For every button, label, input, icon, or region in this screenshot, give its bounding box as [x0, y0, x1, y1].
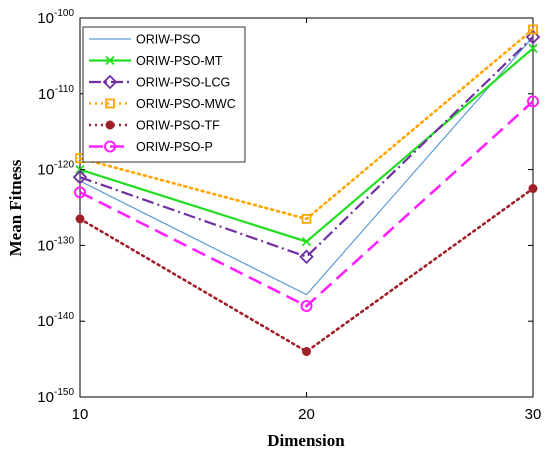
data-point [301, 213, 312, 224]
legend-label: ORIW-PSO-P [136, 140, 213, 154]
data-point [299, 249, 314, 265]
legend: ORIW-PSO ORIW-PSO-MT ORIW-PSO-LCG ORIW-PSO-… [82, 26, 246, 163]
legend-marker [104, 140, 116, 153]
series-line [79, 36, 534, 259]
y-axis-title: Mean Fitness [6, 159, 25, 256]
legend-label: ORIW-PSO-LCG [136, 76, 230, 90]
data-point [72, 169, 88, 185]
legend-label: ORIW-PSO-MWC [136, 97, 236, 111]
data-point [74, 186, 86, 199]
legend-item: ORIW-PSO-MWC [89, 97, 236, 111]
data-point [525, 29, 541, 45]
series-line [78, 28, 535, 221]
legend-marker [102, 74, 118, 90]
x-tick-label: 30 [525, 406, 542, 423]
legend-marker [105, 55, 115, 66]
legend-item: ORIW-PSO-LCG [89, 74, 230, 90]
x-tick-label: 20 [298, 406, 315, 423]
series-4 [75, 24, 538, 224]
series-3 [72, 29, 541, 265]
data-point [528, 24, 538, 35]
y-tick-label: 10-140 [37, 311, 74, 330]
legend-marker [105, 120, 115, 130]
data-point [528, 184, 538, 194]
y-tick-label: 10-120 [37, 160, 74, 179]
legend-label: ORIW-PSO [136, 33, 201, 47]
legend-item: ORIW-PSO [89, 33, 201, 47]
legend-item: ORIW-PSO-TF [89, 119, 220, 133]
legend-box [82, 26, 246, 163]
x-axis-title: Dimension [267, 431, 345, 450]
data-point [300, 300, 313, 313]
y-tick-label: 10-100 [37, 8, 74, 27]
series-1 [79, 36, 534, 296]
series-5 [75, 184, 538, 357]
legend-label: ORIW-PSO-TF [136, 119, 220, 133]
x-tick-label: 10 [72, 406, 89, 423]
data-point [528, 43, 538, 53]
series-line [79, 36, 534, 296]
series-6 [74, 95, 539, 313]
legend-label: ORIW-PSO-MT [136, 54, 223, 68]
series-2 [75, 43, 538, 247]
data-point [302, 347, 311, 357]
y-tick-label: 10-150 [37, 387, 74, 406]
series-line [79, 100, 534, 308]
tick-layer: 10 20 30 10-100 10-110 10-120 10-130 10-140 10-1… [37, 8, 541, 423]
data-point [527, 95, 539, 108]
data-point [75, 214, 85, 224]
legend-marker [105, 98, 115, 109]
y-tick-label: 10-110 [38, 84, 74, 103]
legend-item: ORIW-PSO-P [89, 140, 213, 154]
series-layer [72, 24, 541, 357]
data-point [301, 236, 312, 247]
y-tick-label: 10-130 [37, 235, 74, 254]
legend-item: ORIW-PSO-MT [89, 54, 223, 68]
